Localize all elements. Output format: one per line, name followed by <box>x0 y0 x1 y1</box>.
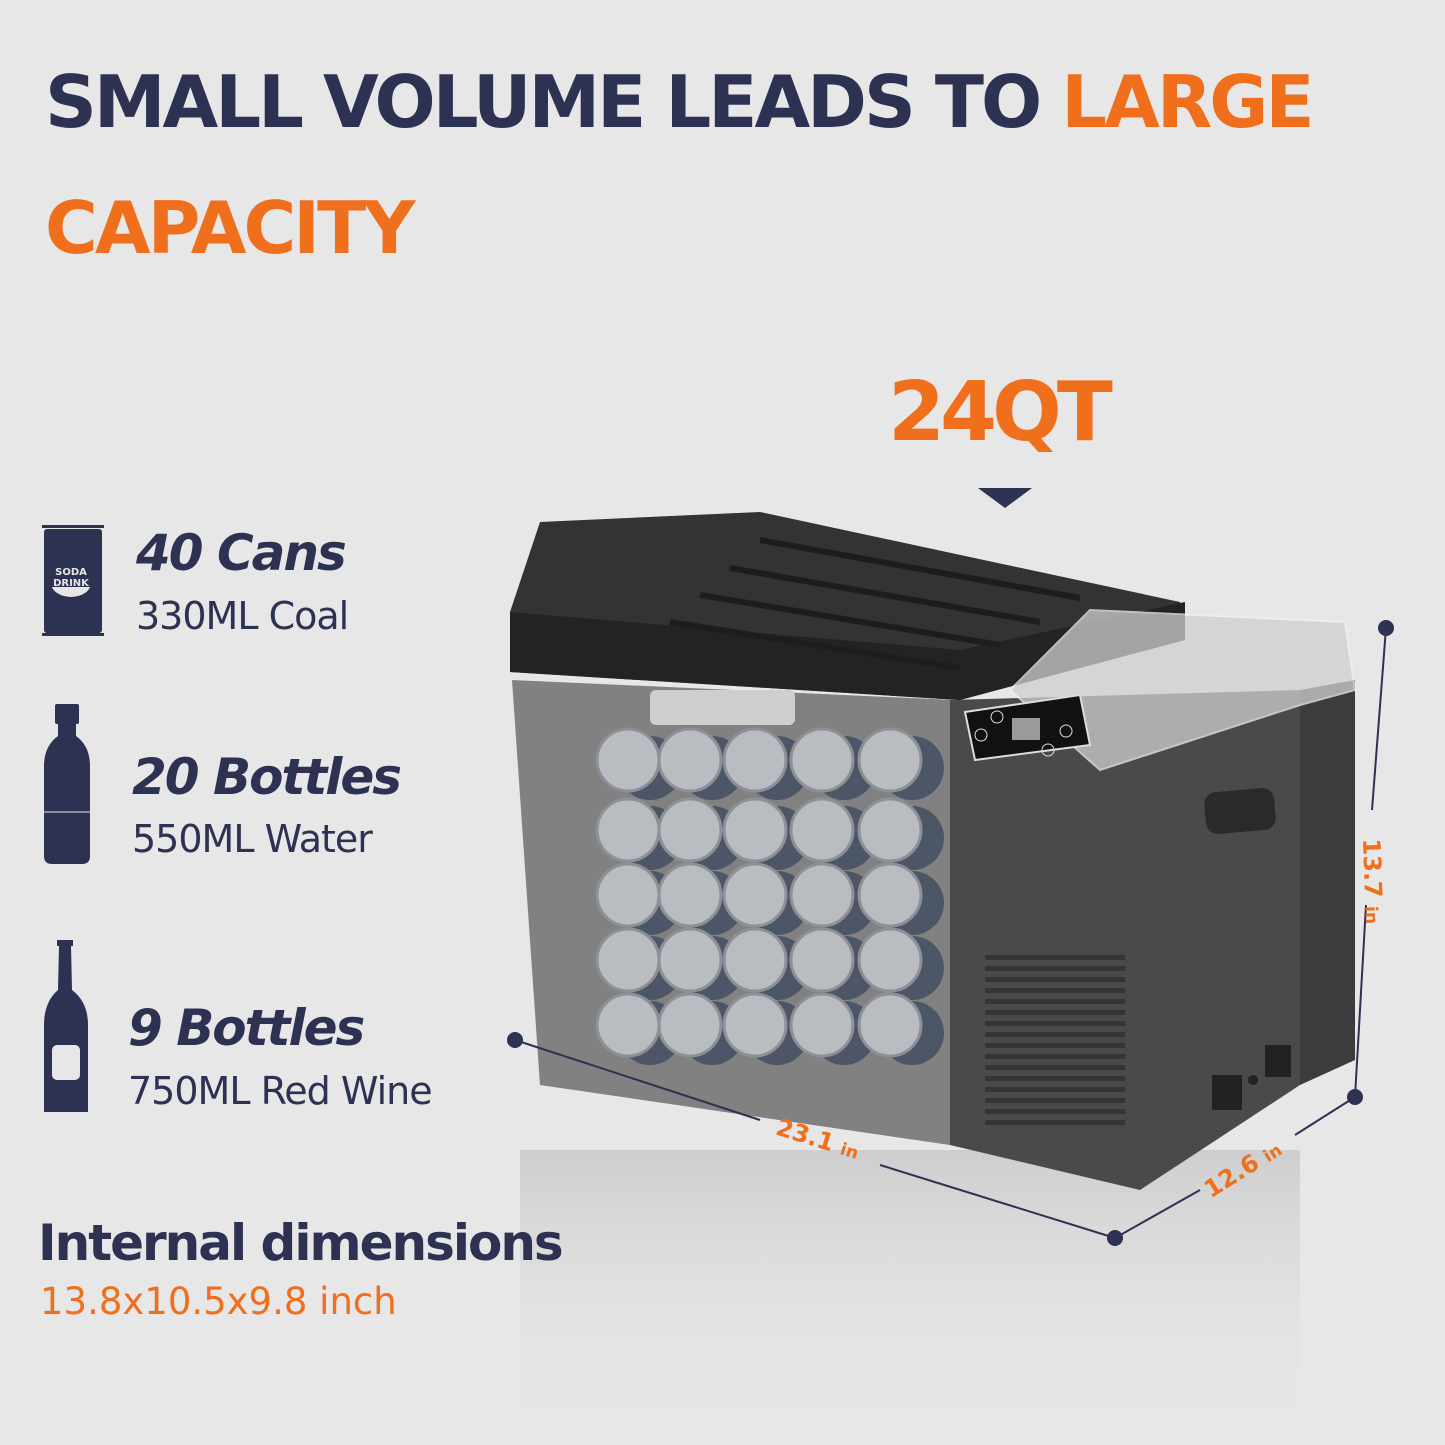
can-top <box>595 727 661 793</box>
dimension-lines <box>514 627 1387 1239</box>
handle-right <box>1204 788 1276 834</box>
headline-line-1: SMALL VOLUME LEADS TO LARGE <box>45 66 1315 138</box>
internal-dimensions-value: 13.8x10.5x9.8 inch <box>40 1280 397 1323</box>
can-top <box>595 862 661 928</box>
cans-grid <box>595 727 944 1065</box>
display-screen <box>1012 718 1040 740</box>
soda-can-icon: SODA DRINK <box>42 525 104 636</box>
can-top <box>722 862 788 928</box>
can-top <box>722 992 788 1058</box>
dc-port <box>1265 1045 1291 1077</box>
can-top <box>657 797 723 863</box>
pointer-triangle-icon <box>978 488 1032 508</box>
height-dimension: 13.7 in <box>1357 838 1388 925</box>
item-count: 20 Bottles <box>132 748 402 806</box>
can-top <box>857 797 923 863</box>
vent-slot <box>985 1109 1125 1114</box>
can-top <box>789 992 855 1058</box>
wine-bottle-icon <box>44 940 88 1112</box>
vent-slot <box>985 1043 1125 1048</box>
item-detail: 550ML Water <box>132 817 373 861</box>
vent-slot <box>985 999 1125 1004</box>
capacity-label: 24QT <box>888 365 1113 460</box>
can-top <box>722 927 788 993</box>
can-top <box>595 992 661 1058</box>
svg-text:SODA: SODA <box>55 567 87 578</box>
vent-slot <box>985 1076 1125 1081</box>
vent-slot <box>985 955 1125 960</box>
can-top <box>657 992 723 1058</box>
vent-slot <box>985 1087 1125 1092</box>
vent-slot <box>985 1010 1125 1015</box>
can-top <box>657 727 723 793</box>
can-top <box>857 727 923 793</box>
vent-slot <box>985 966 1125 971</box>
can-top <box>595 927 661 993</box>
can-top <box>857 927 923 993</box>
vent-slot <box>985 1098 1125 1103</box>
can-top <box>722 797 788 863</box>
item-count: 9 Bottles <box>128 999 365 1057</box>
mode-button-icon[interactable] <box>974 728 988 742</box>
clear-battery-cover <box>1008 608 1357 772</box>
vent-slot <box>985 1032 1125 1037</box>
water-bottle-icon <box>44 704 90 864</box>
can-top <box>657 927 723 993</box>
vent-slot <box>985 1021 1125 1026</box>
vent-slot <box>985 1120 1125 1125</box>
vent-slot <box>985 1065 1125 1070</box>
vent-slot <box>985 988 1125 993</box>
minus-button-icon[interactable] <box>1041 743 1055 757</box>
can-top <box>595 797 661 863</box>
usb-port <box>1212 1075 1242 1110</box>
can-top <box>722 727 788 793</box>
lid-latch <box>650 690 795 725</box>
can-top <box>857 992 923 1058</box>
can-top <box>789 797 855 863</box>
floor-reflection <box>520 1150 1300 1445</box>
can-top <box>789 862 855 928</box>
item-count: 40 Cans <box>136 524 347 582</box>
svg-text:DRINK: DRINK <box>53 578 90 589</box>
can-top <box>789 927 855 993</box>
vent-slot <box>985 1054 1125 1059</box>
headline-navy: SMALL VOLUME LEADS TO <box>45 60 1042 144</box>
power-button-icon[interactable] <box>990 710 1004 724</box>
vent-slot <box>985 977 1125 982</box>
plus-button-icon[interactable] <box>1059 724 1073 738</box>
can-top <box>857 862 923 928</box>
can-top <box>657 862 723 928</box>
headline-orange: LARGE <box>1061 60 1314 144</box>
can-top <box>789 727 855 793</box>
item-detail: 750ML Red Wine <box>128 1069 433 1113</box>
compressor-compartment <box>950 690 1300 1190</box>
internal-dimensions-title: Internal dimensions <box>38 1214 564 1272</box>
item-detail: 330ML Coal <box>136 594 349 638</box>
headline-line-2: CAPACITY <box>45 186 415 270</box>
